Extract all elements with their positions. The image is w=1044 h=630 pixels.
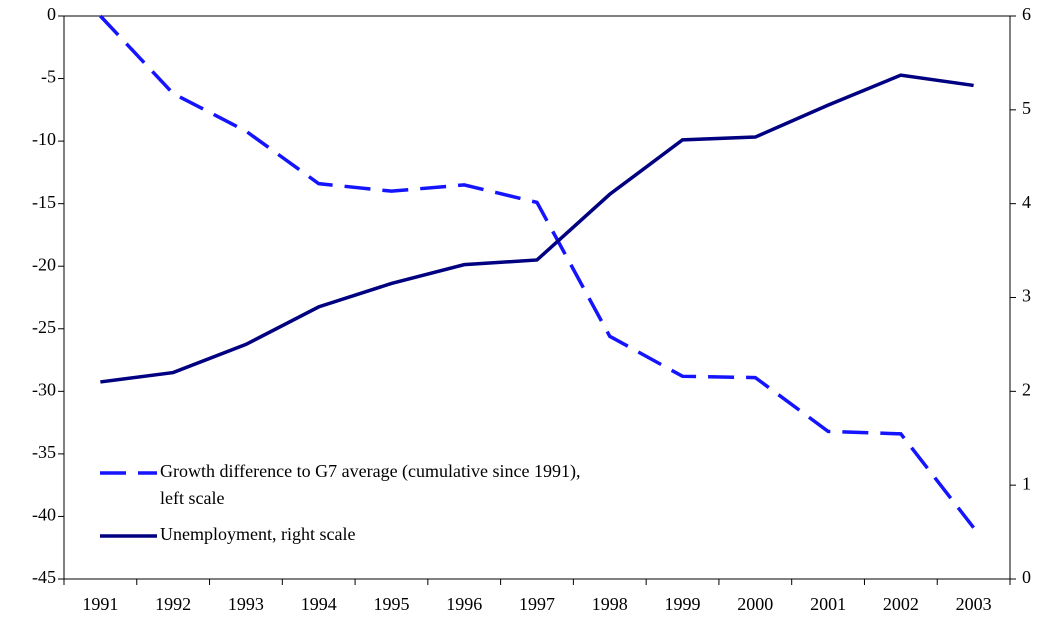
x-tick-label: 2001 — [810, 594, 846, 614]
x-tick-label: 1995 — [373, 594, 409, 614]
y-tick-label: -15 — [32, 192, 56, 212]
legend-label: Growth difference to G7 average (cumulat… — [160, 461, 581, 508]
y-tick-label: 0 — [47, 4, 56, 24]
y2-tick-label: 4 — [1022, 192, 1031, 212]
y-tick-label: -30 — [32, 379, 56, 399]
y-tick-label: -10 — [32, 129, 56, 149]
y-tick-label: -5 — [41, 67, 56, 87]
x-tick-label: 2000 — [737, 594, 773, 614]
x-tick-label: 1992 — [155, 594, 191, 614]
legend-label-line: Growth difference to G7 average (cumulat… — [160, 461, 581, 482]
x-tick-label: 2003 — [956, 594, 992, 614]
y2-tick-label: 3 — [1022, 286, 1031, 306]
legend-label: Unemployment, right scale — [160, 524, 355, 544]
x-tick-label: 1997 — [519, 594, 555, 614]
x-tick-label: 1999 — [665, 594, 701, 614]
y-tick-label: -45 — [32, 567, 56, 587]
y2-tick-label: 2 — [1022, 379, 1031, 399]
y2-tick-label: 5 — [1022, 98, 1031, 118]
y-tick-label: -25 — [32, 317, 56, 337]
x-tick-label: 1998 — [592, 594, 628, 614]
series-line — [100, 73, 974, 384]
y-tick-label: -40 — [32, 505, 56, 525]
x-tick-label: 1996 — [446, 594, 482, 614]
y2-tick-label: 6 — [1022, 4, 1031, 24]
legend-label-line: left scale — [160, 488, 224, 508]
x-tick-label: 1993 — [228, 594, 264, 614]
x-tick-label: 1994 — [301, 594, 337, 614]
y-tick-label: -35 — [32, 442, 56, 462]
x-tick-label: 2002 — [883, 594, 919, 614]
series-line — [99, 14, 975, 529]
y2-tick-label: 1 — [1022, 473, 1031, 493]
y2-tick-label: 0 — [1022, 567, 1031, 587]
x-tick-label: 1991 — [82, 594, 118, 614]
y-tick-label: -20 — [32, 254, 56, 274]
